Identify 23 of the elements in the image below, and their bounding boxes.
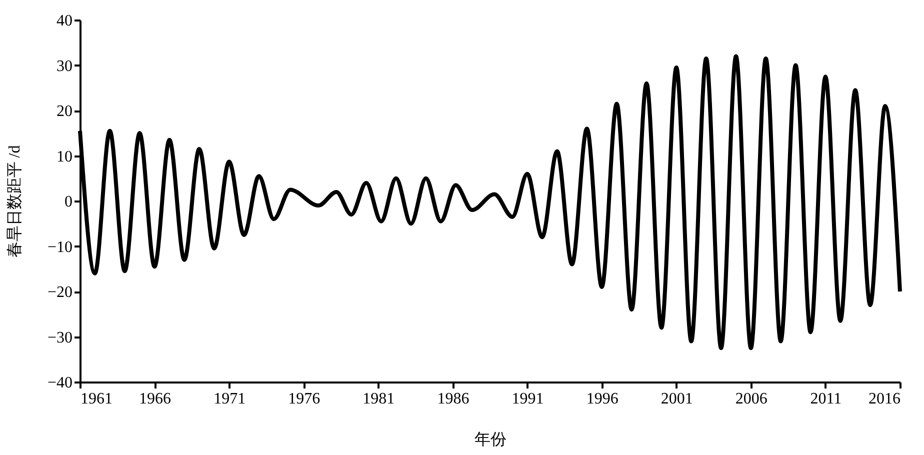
y-tick-label: 0 bbox=[64, 194, 72, 210]
y-tick-label: −30 bbox=[47, 329, 72, 346]
x-tick-label: 2011 bbox=[810, 390, 842, 408]
x-tick-label: 1991 bbox=[512, 390, 544, 408]
y-tick-label: 30 bbox=[56, 58, 72, 75]
x-tick-label: 2006 bbox=[735, 390, 768, 408]
y-tick-label: −40 bbox=[47, 374, 72, 392]
x-tick-label: 1966 bbox=[139, 390, 172, 408]
x-tick-label: 1961 bbox=[80, 390, 112, 408]
x-axis-title: 年份 bbox=[474, 432, 506, 448]
x-tick-label: 2016 bbox=[868, 390, 900, 408]
x-tick-label: 1981 bbox=[362, 390, 395, 408]
y-tick-label: 10 bbox=[56, 148, 72, 166]
x-tick-label: 1971 bbox=[214, 390, 246, 408]
x-tick-label: 2001 bbox=[660, 390, 693, 408]
y-tick-label: −10 bbox=[47, 238, 72, 256]
y-axis-title: 春旱日数距平 /d bbox=[6, 145, 24, 258]
y-tick-label: 20 bbox=[56, 103, 72, 120]
x-tick-label: 1996 bbox=[586, 390, 618, 408]
x-tick-label: 1976 bbox=[288, 390, 320, 408]
y-tick-label: −20 bbox=[47, 284, 72, 301]
y-tick-label: 40 bbox=[56, 12, 72, 30]
x-tick-label: 1986 bbox=[437, 390, 470, 408]
